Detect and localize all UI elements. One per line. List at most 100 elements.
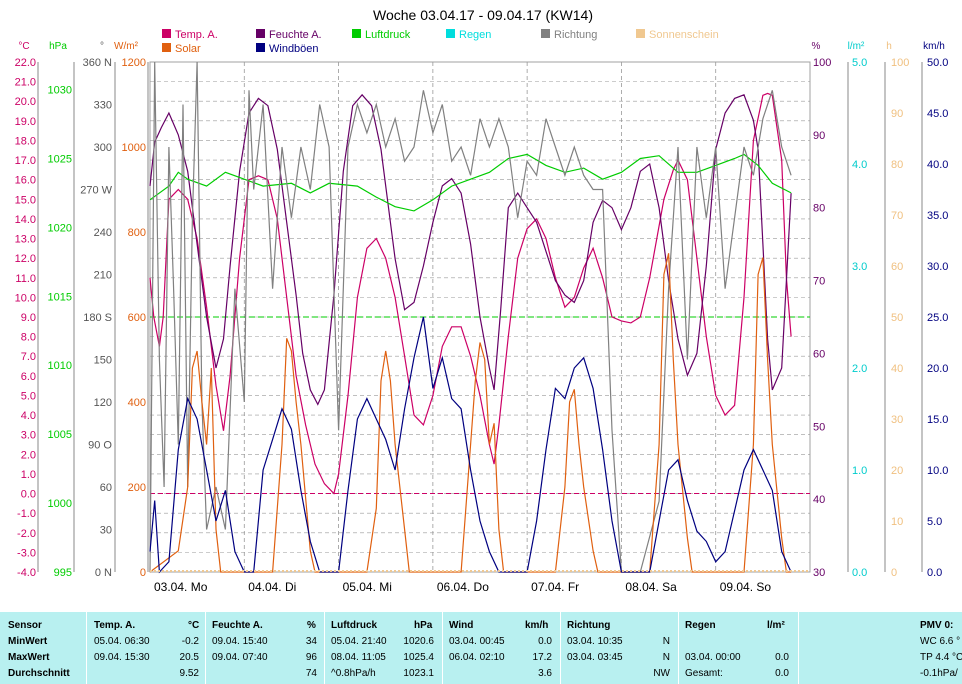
temp-min-time: 05.04. 06:30 — [94, 636, 150, 647]
rain-header: Regen — [685, 620, 716, 631]
table-divider — [442, 612, 443, 684]
rain-tick-label: 5.0 — [852, 57, 867, 69]
rain-max-time: 03.04. 00:00 — [685, 652, 741, 663]
pmv-wc: WC 6.6 ° — [920, 636, 961, 647]
legend-swatch — [162, 43, 171, 52]
pressure-tick-label: 1000 — [48, 498, 72, 510]
hum-header: Feuchte A. — [212, 620, 263, 631]
press-min-time: 05.04. 21:40 — [331, 636, 387, 647]
humidity-tick-label: 70 — [813, 276, 825, 288]
direction-tick-label: 240 — [94, 227, 112, 239]
sunshine-tick-label: 100 — [891, 57, 909, 69]
dir-max-time: 03.04. 03:45 — [567, 652, 623, 663]
direction-tick-label: 0 N — [95, 567, 112, 579]
legend-swatch — [256, 29, 265, 38]
temp-tick-label: -3.0 — [17, 547, 36, 559]
table-divider — [205, 612, 206, 684]
humidity-tick-label: 50 — [813, 421, 825, 433]
pressure-tick-label: 1015 — [48, 291, 72, 303]
direction-tick-label: 120 — [94, 397, 112, 409]
direction-tick-label: 300 — [94, 142, 112, 154]
wind-tick-label: 25.0 — [927, 312, 948, 324]
legend-swatch — [256, 43, 265, 52]
table-divider — [86, 612, 87, 684]
temp-tick-label: -1.0 — [17, 508, 36, 520]
legend-label: Temp. A. — [175, 29, 218, 41]
sunshine-tick-label: 20 — [891, 465, 903, 477]
wind-tick-label: 30.0 — [927, 261, 948, 273]
legend-swatch — [352, 29, 361, 38]
solar-axis-header: W/m² — [114, 41, 139, 52]
hum-avg-value: 74 — [305, 668, 317, 679]
legend-label: Regen — [459, 29, 491, 41]
hum-max-time: 09.04. 07:40 — [212, 652, 268, 663]
axes: -4.0 -3.0 -2.0 -1.0 0.0 1.0 2.0 3.0 4.0 5.0 6.0 7.0… — [15, 41, 949, 579]
wind-tick-label: 20.0 — [927, 363, 948, 375]
temp-tick-label: 1.0 — [21, 469, 36, 481]
series-line-richtung — [149, 61, 792, 573]
temp-max-value: 20.5 — [179, 652, 199, 663]
solar-tick-label: 800 — [128, 227, 146, 239]
row-label-avg: Durchschnitt — [8, 668, 70, 679]
wind-unit: km/h — [525, 620, 549, 631]
temp-tick-label: 10.0 — [15, 292, 36, 304]
wind-header: Wind — [449, 620, 474, 631]
press-unit: hPa — [414, 620, 433, 631]
wind-tick-label: 45.0 — [927, 108, 948, 120]
rain-tick-label: 1.0 — [852, 465, 867, 477]
wind-max-time: 06.04. 02:10 — [449, 652, 505, 663]
direction-tick-label: 270 W — [80, 185, 112, 197]
temp-tick-label: 5.0 — [21, 390, 36, 402]
sensor-header: Sensor — [8, 620, 42, 631]
wind-axis-header: km/h — [923, 41, 945, 52]
table-divider — [560, 612, 561, 684]
pressure-tick-label: 1025 — [48, 153, 72, 165]
pressure-tick-label: 995 — [54, 567, 72, 579]
temp-header: Temp. A. — [94, 620, 136, 631]
wind-tick-label: 40.0 — [927, 159, 948, 171]
x-tick-label: 07.04. Fr — [531, 580, 579, 594]
wind-min-time: 03.04. 00:45 — [449, 636, 505, 647]
sunshine-axis-header: h — [886, 41, 892, 52]
pressure-tick-label: 1020 — [48, 222, 72, 234]
press-trend: ^0.8hPa/h — [331, 668, 376, 679]
series-line-windb-en — [149, 316, 792, 574]
rain-axis-header: l/m² — [848, 41, 865, 52]
temp-tick-label: 4.0 — [21, 410, 36, 422]
legend: Temp. A. Feuchte A. Luftdruck Regen Richtung… — [162, 29, 719, 55]
temp-tick-label: 20.0 — [15, 96, 36, 108]
temp-tick-label: 12.0 — [15, 253, 36, 265]
wind-tick-label: 15.0 — [927, 414, 948, 426]
weather-chart: Woche 03.04.17 - 09.04.17 (KW14) -4.0 -3.… — [15, 7, 949, 594]
pressure-axis-header: hPa — [49, 41, 67, 52]
table-divider — [678, 612, 679, 684]
temp-tick-label: 13.0 — [15, 234, 36, 246]
solar-tick-label: 400 — [128, 397, 146, 409]
temp-max-time: 09.04. 15:30 — [94, 652, 150, 663]
sunshine-tick-label: 0 — [891, 567, 897, 579]
dir-max-value: N — [662, 652, 670, 663]
temp-tick-label: 17.0 — [15, 155, 36, 167]
sunshine-tick-label: 30 — [891, 414, 903, 426]
direction-tick-label: 210 — [94, 270, 112, 282]
humidity-tick-label: 100 — [813, 57, 831, 69]
press-min-value: 1020.6 — [403, 636, 434, 647]
series-line-feuchte-a- — [149, 93, 792, 406]
row-label-max: MaxWert — [8, 652, 50, 663]
legend-label: Richtung — [554, 29, 597, 41]
temp-tick-label: 16.0 — [15, 175, 36, 187]
dir-avg-value: NW — [653, 668, 670, 679]
temp-tick-label: 19.0 — [15, 116, 36, 128]
chart-title: Woche 03.04.17 - 09.04.17 (KW14) — [373, 7, 593, 23]
humidity-tick-label: 40 — [813, 494, 825, 506]
table-divider — [324, 612, 325, 684]
temp-tick-label: 21.0 — [15, 77, 36, 89]
rain-tick-label: 4.0 — [852, 159, 867, 171]
pmv-tp: TP 4.4 °C — [920, 652, 962, 663]
temp-axis-header: °C — [18, 41, 29, 52]
press-max-time: 08.04. 11:05 — [331, 652, 386, 663]
legend-label: Sonnenschein — [649, 29, 719, 41]
x-tick-label: 09.04. So — [720, 580, 772, 594]
sunshine-tick-label: 60 — [891, 261, 903, 273]
pressure-tick-label: 1010 — [48, 360, 72, 372]
